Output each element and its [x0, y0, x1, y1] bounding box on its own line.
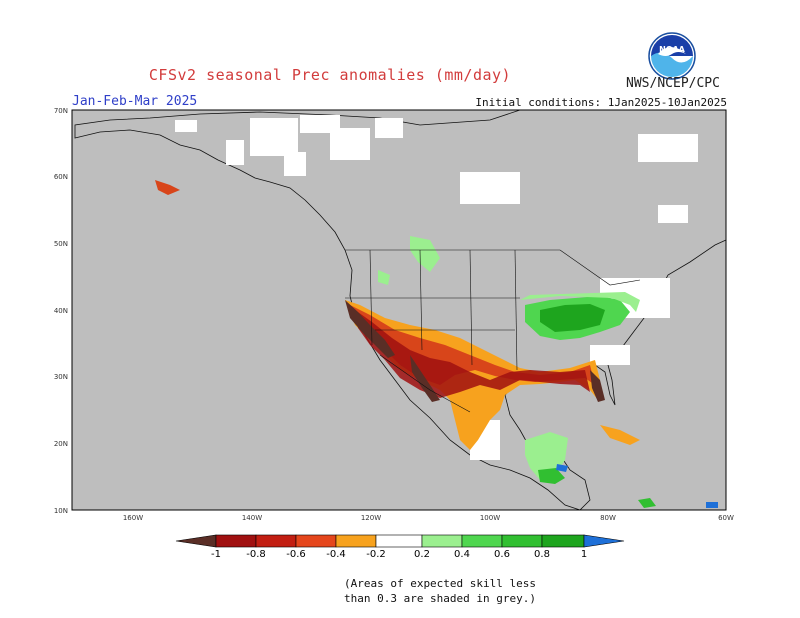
lon-label-160w: 160W: [123, 514, 143, 522]
footnote-line-2: than 0.3 are shaded in grey.): [343, 592, 537, 605]
colorbar-label: -1: [211, 549, 221, 560]
colorbar-label: -0.2: [366, 549, 386, 560]
colorbar-segment-5: [375, 534, 423, 548]
political-borders: [345, 249, 641, 413]
colorbar-segment-1: [215, 534, 257, 548]
colorbar-label: 0.8: [534, 549, 550, 560]
colorbar-label: 1: [581, 549, 587, 560]
colorbar-segment-6: [421, 534, 463, 548]
lat-label-10n: 10N: [54, 507, 68, 515]
lat-label-50n: 50N: [54, 240, 68, 248]
svg-text:NOAA: NOAA: [659, 45, 685, 54]
footnote-line-1: (Areas of expected skill less: [343, 577, 537, 590]
colorbar-labels: -1 -0.8 -0.6 -0.4 -0.2 0.2 0.4 0.6 0.8 1: [211, 549, 587, 560]
colorbar-segment-9: [541, 534, 585, 548]
wet-anomalies: [378, 236, 718, 508]
longitude-labels: 160W 140W 120W 100W 80W 60W: [123, 514, 734, 522]
colorbar-segment-4: [335, 534, 377, 548]
agency-label: NWS/NCEP/CPC: [626, 76, 720, 91]
lon-label-80w: 80W: [600, 514, 616, 522]
map-area: [71, 109, 727, 511]
lat-label-60n: 60N: [54, 173, 68, 181]
colorbar-label: 0.6: [494, 549, 510, 560]
lon-label-100w: 100W: [480, 514, 500, 522]
chart-title: CFSv2 seasonal Prec anomalies (mm/day): [148, 66, 512, 84]
lat-label-30n: 30N: [54, 373, 68, 381]
colorbar-segment-3: [295, 534, 337, 548]
colorbar: [175, 534, 625, 548]
lat-label-40n: 40N: [54, 307, 68, 315]
lat-label-70n: 70N: [54, 107, 68, 115]
dry-anomalies: [155, 180, 640, 450]
latitude-labels: 70N 60N 50N 40N 30N 20N 10N: [54, 107, 68, 515]
colorbar-label: 0.2: [414, 549, 430, 560]
lon-label-140w: 140W: [242, 514, 262, 522]
noaa-logo-icon: NOAA: [648, 32, 696, 80]
colorbar-segment-7: [461, 534, 503, 548]
colorbar-segment-8: [501, 534, 543, 548]
lon-label-60w: 60W: [718, 514, 734, 522]
colorbar-label: -0.8: [246, 549, 266, 560]
colorbar-segment-wet-extreme: [583, 534, 625, 548]
colorbar-label: -0.4: [326, 549, 346, 560]
colorbar-segment-2: [255, 534, 297, 548]
colorbar-label: -0.6: [286, 549, 306, 560]
colorbar-segment-dry-extreme: [175, 534, 217, 548]
footnote: (Areas of expected skill less than 0.3 a…: [330, 576, 550, 606]
season-label: Jan-Feb-Mar 2025: [72, 94, 198, 109]
initial-conditions-label: Initial conditions: 1Jan2025-10Jan2025: [475, 96, 727, 109]
colorbar-label: 0.4: [454, 549, 470, 560]
lon-label-120w: 120W: [361, 514, 381, 522]
neutral-patches: [175, 115, 698, 460]
lat-label-20n: 20N: [54, 440, 68, 448]
